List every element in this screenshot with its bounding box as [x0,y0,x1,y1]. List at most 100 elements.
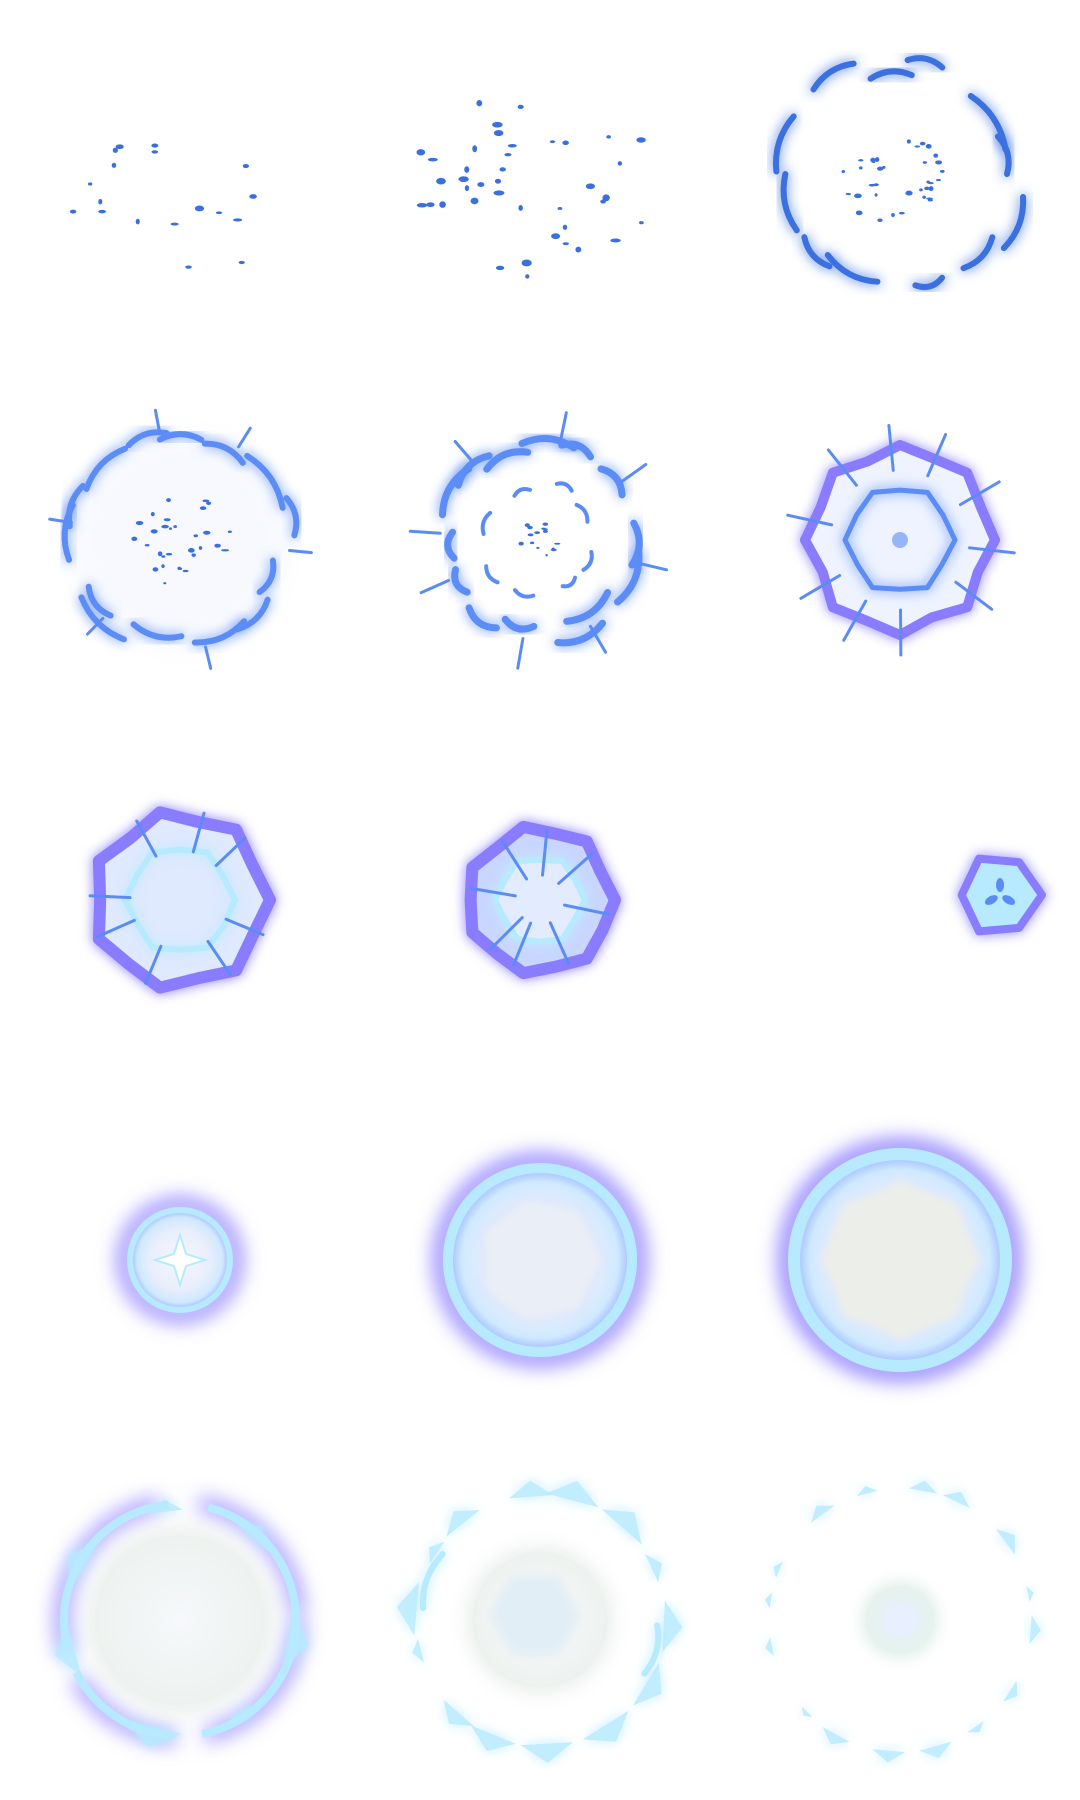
spark-dot [187,548,195,553]
energy-spike [512,921,533,967]
spark-dot [562,224,568,230]
spark-dot [585,183,595,190]
spark-dot [517,104,524,110]
spark-dot [173,525,178,529]
spark-dot [493,190,505,196]
ice-shard [124,1719,182,1748]
ice-shard [942,1491,970,1509]
frame-7 [88,806,276,994]
energy-arc [483,448,532,473]
core-dot [892,532,908,548]
energy-arc [960,234,996,272]
ice-shard [582,1710,629,1742]
energy-spike [85,616,105,636]
energy-spike [453,439,477,466]
energy-spike [206,939,232,977]
spark-dot [203,530,211,535]
energy-spike [488,916,524,951]
energy-arc [125,429,170,449]
spark-dot [144,544,150,547]
energy-spike [619,462,648,484]
spark-dot [227,530,232,533]
spark-dot [928,186,934,192]
energy-arc [558,440,595,461]
spark-dot [617,161,623,166]
ice-shard [67,1541,99,1589]
spark-dot [168,527,173,530]
spark-dot [898,211,905,215]
mist-cloud [60,1500,300,1740]
ice-shard [908,1480,938,1494]
energy-spike [469,886,517,898]
tri-petal [984,895,998,905]
energy-spike [191,811,206,854]
spark-dot [458,176,469,183]
ice-shard [54,1623,82,1677]
energy-spike [887,424,895,472]
spark-dot [858,166,863,170]
energy-spike [516,637,525,670]
spark-dot [926,180,931,184]
spark-dot [554,542,561,545]
frame-14 [397,1480,683,1763]
spark-dot [238,260,245,265]
spark-dot [922,161,927,164]
spark-dot [215,211,223,215]
ice-shard [764,1592,773,1609]
spark-dot [870,157,876,163]
energy-arc [480,510,493,536]
spark-dot [914,145,921,148]
ice-shard [773,1561,783,1578]
spark-dot [232,218,243,222]
spark-dot [163,582,167,585]
bubble-glow [118,1198,242,1322]
ice-shard [662,1600,683,1653]
spark-dot [199,506,207,511]
spark-dot [638,221,644,225]
spark-dot [575,246,582,253]
ice-shard [995,1529,1015,1555]
energy-arc [130,621,185,641]
spark-dot [524,523,530,528]
spark-dot [494,178,502,184]
spark-dot [542,522,549,526]
spark-dot [557,207,563,210]
ice-shard [857,1485,878,1497]
spark-dot [427,157,438,162]
spark-dot [495,265,505,271]
tri-petal [1002,895,1016,905]
energy-arc [501,615,538,633]
tri-blob [957,854,1046,936]
energy-cloud [842,487,958,592]
spark-dot [874,193,878,197]
ice-shard [1026,1586,1034,1602]
frame-9 [957,854,1046,936]
ice-shard [545,1480,599,1508]
spark-dot [242,163,249,169]
energy-arc [83,445,129,492]
energy-arc [628,519,643,569]
spark-dot [545,553,548,557]
spark-dot [426,202,435,208]
spark-dot [182,569,189,573]
ice-shard [872,1749,906,1763]
spark-dot [161,555,166,558]
spark-dot [492,121,503,128]
spark-dot [521,259,532,267]
spark-dot [610,238,621,243]
spark-dot [935,160,943,165]
frame-8 [464,820,621,980]
energy-spike [408,529,442,535]
energy-arc [283,495,300,539]
mist-core [883,1602,918,1638]
ice-shard [412,1638,425,1663]
energy-spike [557,852,594,885]
spark-dot [436,177,446,185]
spark-dot [527,533,534,537]
spark-dot [165,552,173,556]
energy-arc [560,575,578,589]
ice-shard [919,1741,952,1759]
frame-12 [779,1139,1021,1381]
